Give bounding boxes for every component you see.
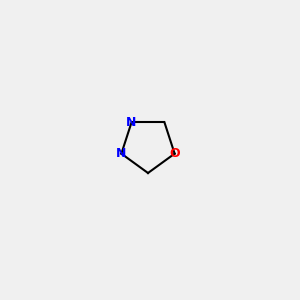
Text: O: O [169, 147, 180, 160]
Text: N: N [126, 116, 137, 129]
Text: N: N [116, 147, 127, 160]
